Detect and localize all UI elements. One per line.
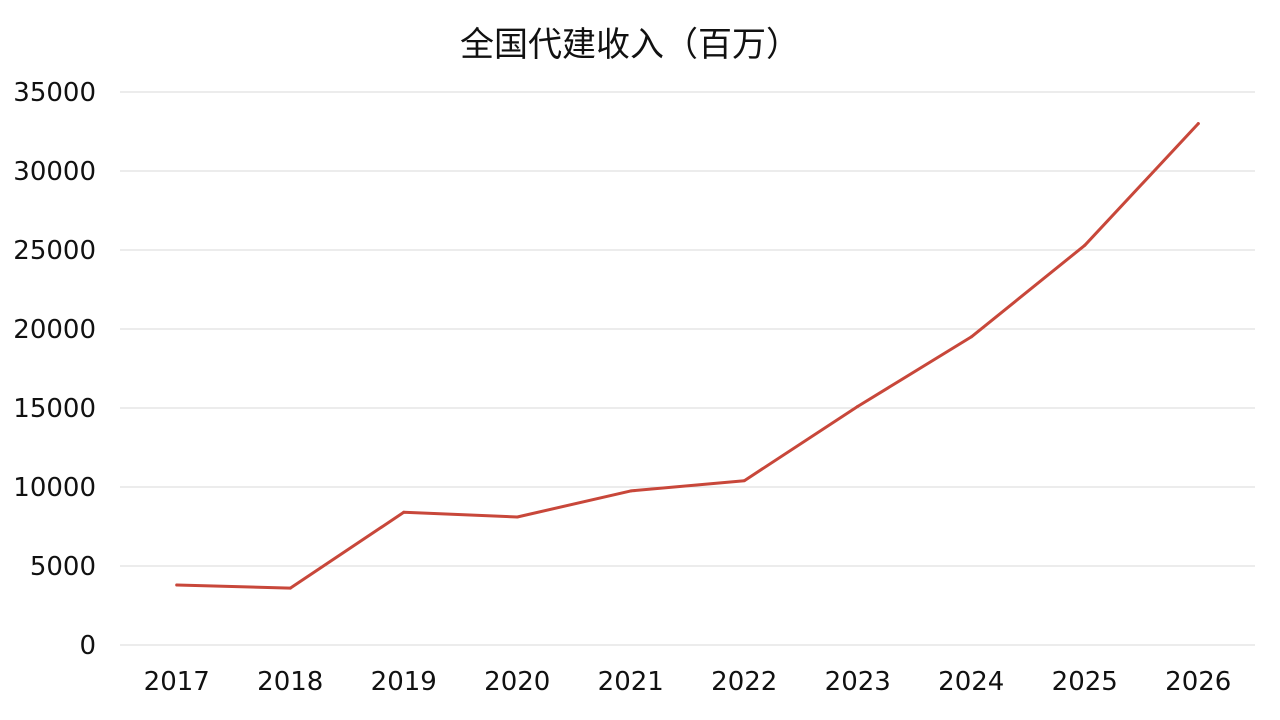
data-point-2024 <box>969 335 973 339</box>
data-point-2021 <box>629 489 633 493</box>
x-tick-label: 2021 <box>598 667 664 697</box>
y-tick-label: 5000 <box>30 552 96 582</box>
series-layer <box>175 122 1200 590</box>
data-point-2017 <box>175 583 179 587</box>
data-point-2026 <box>1196 122 1200 126</box>
chart-title: 全国代建收入（百万） <box>460 25 800 65</box>
x-axis-tick-labels: 2017 2018 2019 2020 2021 2022 2023 2024 2025 2026 <box>144 667 1232 697</box>
x-tick-label: 2018 <box>257 667 323 697</box>
y-tick-label: 25000 <box>13 236 96 266</box>
data-point-2025 <box>1083 243 1087 247</box>
y-tick-label: 15000 <box>13 394 96 424</box>
x-tick-label: 2022 <box>711 667 777 697</box>
y-tick-label: 0 <box>79 631 96 661</box>
data-point-2020 <box>515 515 519 519</box>
x-tick-label: 2026 <box>1165 667 1231 697</box>
y-tick-label: 10000 <box>13 473 96 503</box>
data-point-2023 <box>856 404 860 408</box>
data-point-2022 <box>742 479 746 483</box>
x-tick-label: 2025 <box>1052 667 1118 697</box>
x-tick-label: 2017 <box>144 667 210 697</box>
x-tick-label: 2020 <box>484 667 550 697</box>
x-tick-label: 2019 <box>371 667 437 697</box>
y-tick-label: 35000 <box>13 78 96 108</box>
data-point-2019 <box>402 510 406 514</box>
y-tick-label: 30000 <box>13 157 96 187</box>
x-tick-label: 2024 <box>938 667 1004 697</box>
gridlines <box>120 91 1255 646</box>
y-axis-tick-labels: 0 5000 10000 15000 20000 25000 30000 35000 <box>13 78 96 661</box>
x-tick-label: 2023 <box>825 667 891 697</box>
series-line <box>175 122 1200 590</box>
y-tick-label: 20000 <box>13 315 96 345</box>
data-point-2018 <box>288 586 292 590</box>
